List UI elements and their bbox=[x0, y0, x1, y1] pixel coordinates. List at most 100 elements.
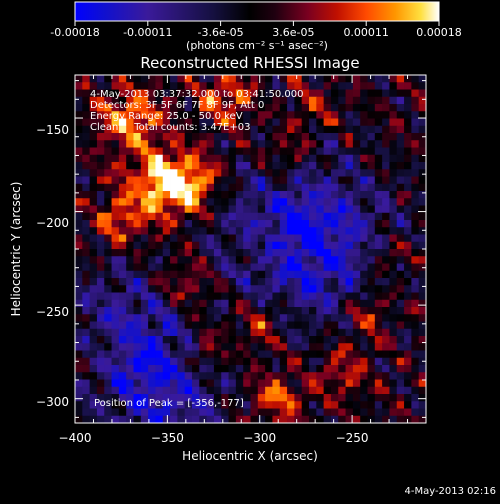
heatmap-cell bbox=[257, 307, 266, 315]
heatmap-cell bbox=[323, 394, 332, 402]
heatmap-cell bbox=[382, 169, 390, 177]
heatmap-cell bbox=[382, 263, 390, 272]
heatmap-cell bbox=[389, 394, 398, 402]
heatmap-cell bbox=[382, 386, 390, 395]
heatmap-cell bbox=[126, 241, 134, 250]
heatmap-cell bbox=[374, 212, 383, 221]
heatmap-cell bbox=[418, 328, 427, 337]
heatmap-cell bbox=[287, 104, 295, 112]
heatmap-cell bbox=[418, 212, 427, 221]
heatmap-cell bbox=[309, 241, 317, 250]
heatmap-cell bbox=[301, 227, 310, 235]
heatmap-cell bbox=[301, 82, 310, 90]
heatmap-cell bbox=[155, 256, 164, 264]
heatmap-cell bbox=[323, 75, 332, 83]
heatmap-cell bbox=[133, 191, 142, 199]
heatmap-cell bbox=[309, 147, 317, 156]
heatmap-cell bbox=[243, 191, 251, 199]
heatmap-cell bbox=[89, 205, 98, 214]
heatmap-cell bbox=[111, 162, 120, 170]
heatmap-cell bbox=[389, 292, 398, 301]
heatmap-cell bbox=[418, 270, 427, 279]
heatmap-cell bbox=[411, 220, 420, 228]
heatmap-cell bbox=[228, 386, 237, 395]
heatmap-cell bbox=[155, 328, 164, 337]
heatmap-cell bbox=[82, 263, 91, 272]
heatmap-cell bbox=[323, 321, 332, 330]
heatmap-cell bbox=[199, 365, 208, 373]
heatmap-cell bbox=[265, 336, 273, 344]
heatmap-cell bbox=[206, 104, 215, 112]
heatmap-cell bbox=[82, 256, 91, 264]
heatmap-cell bbox=[89, 357, 98, 366]
heatmap-cell bbox=[75, 212, 83, 221]
heatmap-cell bbox=[316, 278, 325, 286]
heatmap-cell bbox=[257, 314, 266, 322]
heatmap-cell bbox=[411, 176, 420, 185]
heatmap-cell bbox=[199, 314, 208, 322]
heatmap-cell bbox=[111, 111, 120, 119]
heatmap-cell bbox=[162, 82, 171, 90]
heatmap-cell bbox=[287, 285, 295, 293]
heatmap-cell bbox=[75, 343, 83, 351]
heatmap-cell bbox=[133, 176, 142, 185]
heatmap-cell bbox=[404, 169, 412, 177]
heatmap-cell bbox=[177, 125, 186, 134]
heatmap-cell bbox=[199, 241, 208, 250]
heatmap-cell bbox=[243, 198, 251, 206]
heatmap-cell bbox=[301, 133, 310, 141]
colorbar-unit-label: (photons cm⁻² s⁻¹ asec⁻²) bbox=[186, 39, 328, 52]
heatmap-cell bbox=[272, 118, 281, 127]
heatmap-cell bbox=[104, 125, 112, 134]
heatmap-cell bbox=[140, 140, 149, 148]
heatmap-cell bbox=[323, 365, 332, 373]
heatmap-cell bbox=[352, 111, 361, 119]
heatmap-cell bbox=[374, 314, 383, 322]
heatmap-cell bbox=[155, 401, 164, 409]
heatmap-cell bbox=[221, 314, 229, 322]
heatmap-cell bbox=[382, 278, 390, 286]
heatmap-cell bbox=[338, 249, 346, 257]
heatmap-cell bbox=[396, 162, 405, 170]
heatmap-cell bbox=[75, 321, 83, 330]
heatmap-cell bbox=[301, 336, 310, 344]
heatmap-cell bbox=[360, 357, 368, 366]
heatmap-cell bbox=[404, 285, 412, 293]
heatmap-cell bbox=[148, 299, 156, 308]
heatmap-cell bbox=[192, 82, 200, 90]
heatmap-cell bbox=[192, 176, 200, 185]
heatmap-cell bbox=[104, 104, 112, 112]
heatmap-cell bbox=[192, 321, 200, 330]
heatmap-cell bbox=[330, 198, 339, 206]
heatmap-cell bbox=[170, 140, 178, 148]
heatmap-cell bbox=[374, 394, 383, 402]
heatmap-cell bbox=[360, 394, 368, 402]
heatmap-cell bbox=[228, 162, 237, 170]
heatmap-cell bbox=[162, 125, 171, 134]
heatmap-cell bbox=[243, 365, 251, 373]
heatmap-cell bbox=[118, 278, 127, 286]
heatmap-cell bbox=[140, 299, 149, 308]
heatmap-cell bbox=[330, 263, 339, 272]
heatmap-cell bbox=[330, 278, 339, 286]
heatmap-cell bbox=[250, 328, 259, 337]
heatmap-cell bbox=[323, 256, 332, 264]
heatmap-cell bbox=[96, 365, 105, 373]
heatmap-cell bbox=[177, 285, 186, 293]
heatmap-cell bbox=[265, 249, 273, 257]
heatmap-cell bbox=[111, 220, 120, 228]
heatmap-cell bbox=[404, 386, 412, 395]
heatmap-cell bbox=[140, 292, 149, 301]
heatmap-cell bbox=[389, 220, 398, 228]
heatmap-cell bbox=[396, 278, 405, 286]
heatmap-cell bbox=[316, 343, 325, 351]
heatmap-cell bbox=[418, 394, 427, 402]
heatmap-cell bbox=[411, 118, 420, 127]
heatmap-cell bbox=[126, 270, 134, 279]
heatmap-cell bbox=[155, 205, 164, 214]
heatmap-cell bbox=[316, 372, 325, 380]
heatmap-cell bbox=[404, 96, 412, 105]
heatmap-cell bbox=[352, 227, 361, 235]
heatmap-cell bbox=[257, 104, 266, 112]
heatmap-cell bbox=[360, 372, 368, 380]
